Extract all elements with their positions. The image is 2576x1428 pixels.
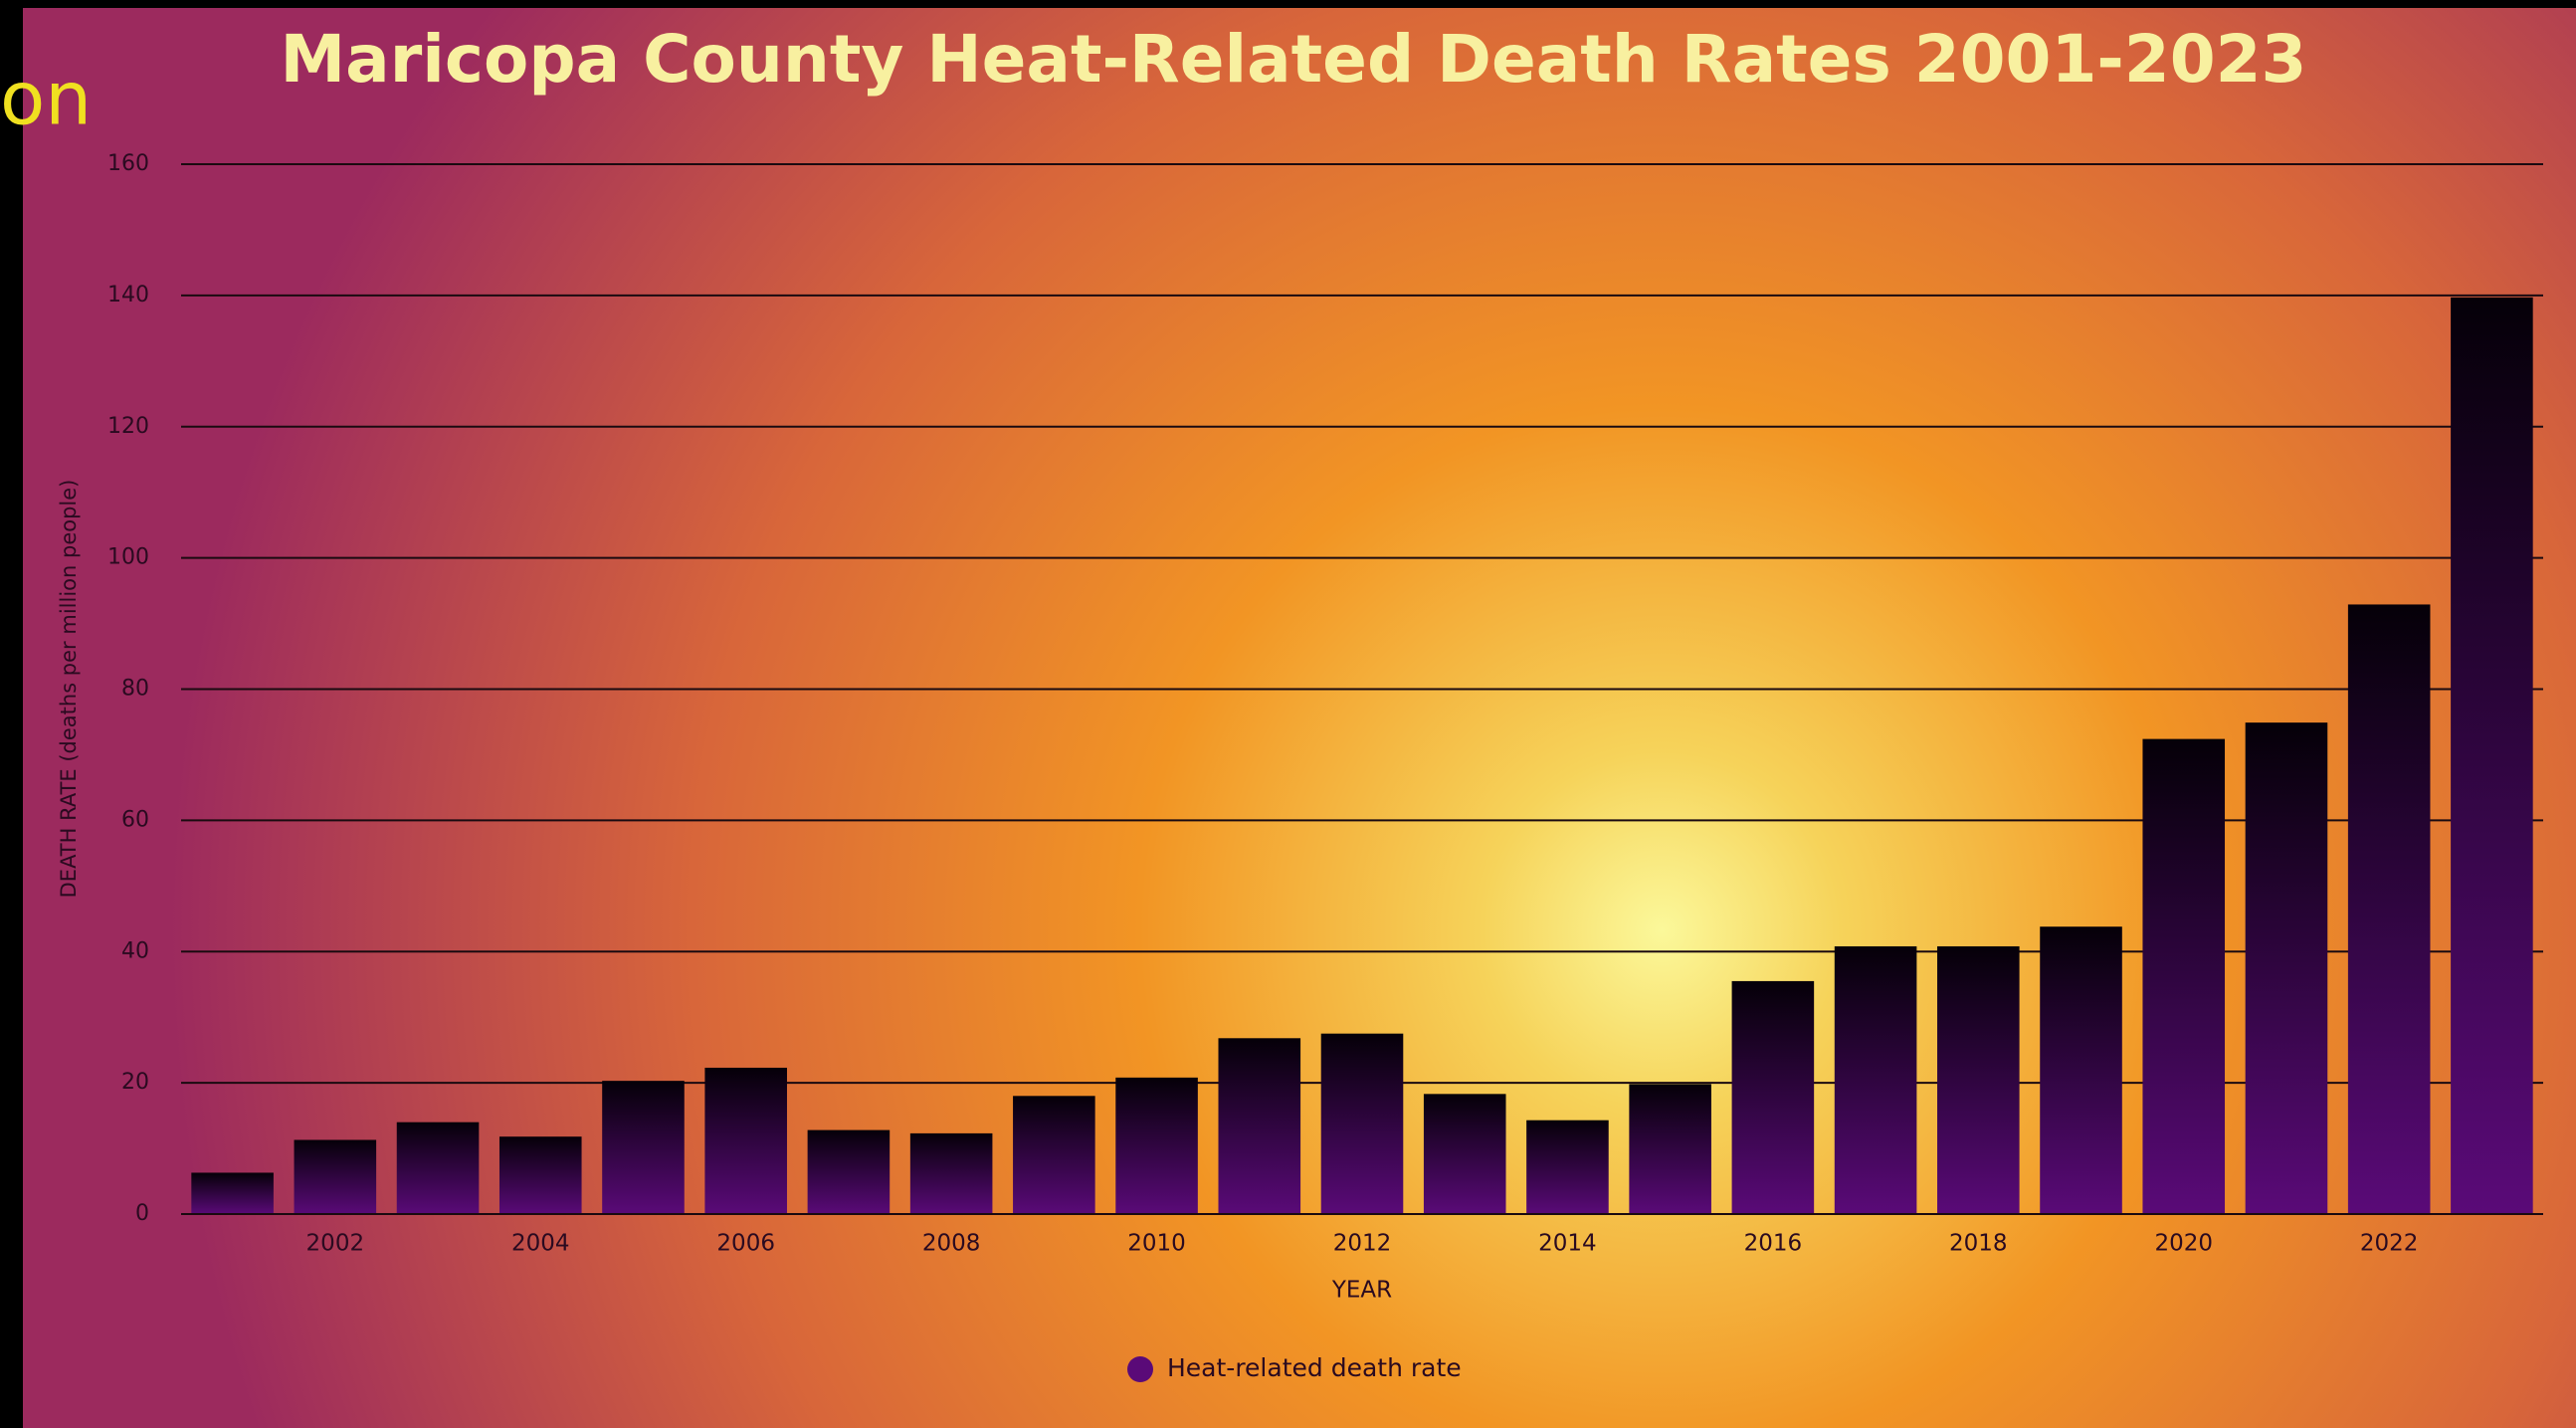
y-tick-label: 20 [121,1070,149,1095]
x-tick-label: 2002 [306,1231,365,1257]
chart-title: Maricopa County Heat-Related Death Rates… [281,21,2307,98]
bar [1423,1094,1506,1214]
legend-marker [1127,1356,1153,1382]
bar [807,1129,891,1214]
y-tick-label: 100 [107,545,149,570]
bar [909,1132,993,1214]
x-tick-label: 2022 [2360,1231,2419,1257]
x-tick-label: 2014 [1538,1231,1597,1257]
x-tick-label: 2004 [511,1231,570,1257]
legend-label: Heat-related death rate [1167,1353,1462,1382]
x-tick-label: 2016 [1744,1231,1803,1257]
plot: 0 20 40 60 80 100 120 140 160 2002 2004 2006 2008 201… [107,151,2543,1382]
bar [704,1067,787,1214]
x-tick-label: 2018 [1949,1231,2008,1257]
bar [294,1139,377,1214]
y-tick-label: 160 [107,151,149,176]
x-tick-label: 2010 [1127,1231,1186,1257]
bar [2347,604,2431,1214]
x-axis-title: YEAR [1331,1278,1392,1304]
bar [1834,945,1917,1214]
bar [498,1136,582,1214]
x-tick-label: 2006 [716,1231,775,1257]
bar [2451,297,2533,1214]
x-tick-label: 2012 [1333,1231,1392,1257]
bar [2245,722,2328,1214]
x-tick-label: 2020 [2154,1231,2213,1257]
y-tick-label: 120 [107,414,149,439]
bar [1629,1084,1711,1214]
y-tick-label: 140 [107,283,149,307]
y-tick-label: 0 [135,1201,149,1226]
y-tick-label: 40 [121,938,149,963]
y-tick-label: 60 [121,807,149,832]
bar [1731,980,1815,1214]
bar [396,1122,480,1214]
bar [1013,1096,1095,1214]
background-text: on [0,57,92,142]
y-axis-title: DEATH RATE (deaths per million people) [57,480,81,899]
y-tick-label: 80 [121,677,149,702]
bar [2142,738,2226,1214]
bar [1526,1120,1609,1214]
bar [602,1081,685,1214]
bar [191,1172,274,1214]
bar [1937,945,2020,1214]
bar [1115,1077,1198,1214]
x-tick-label: 2008 [922,1231,981,1257]
bar [2040,926,2122,1214]
bar [1218,1038,1301,1214]
bar [1320,1033,1404,1214]
